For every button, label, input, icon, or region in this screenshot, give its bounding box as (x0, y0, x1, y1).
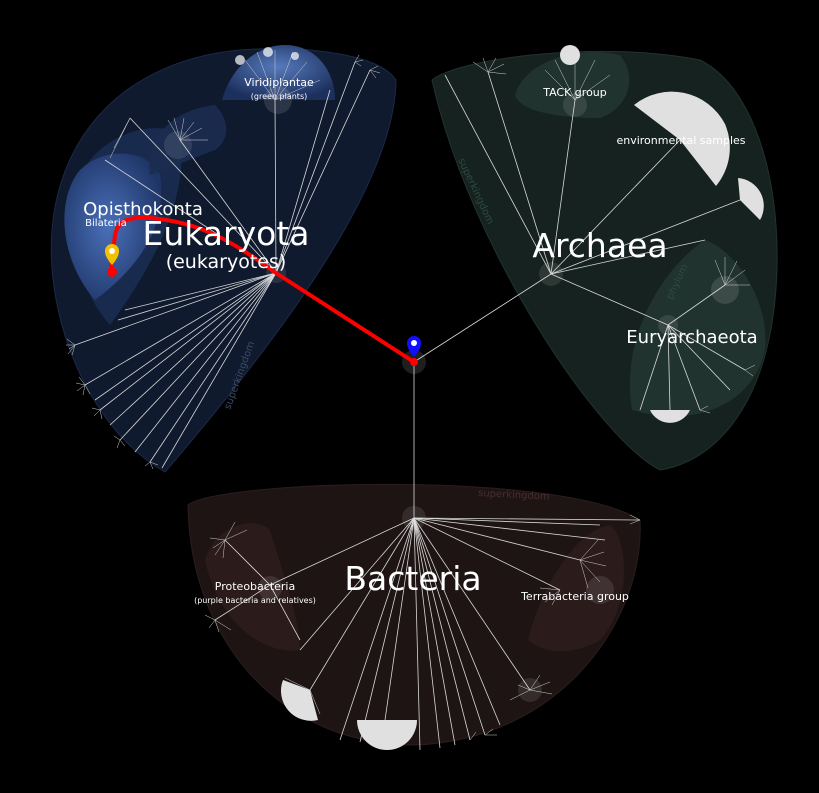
selected-location-pin-icon[interactable] (105, 244, 119, 265)
viri-cluster-b (263, 47, 273, 57)
terrabacteria-node[interactable] (586, 576, 614, 604)
bacteria-cluster-node[interactable] (518, 678, 542, 702)
archaea-node[interactable] (539, 262, 563, 286)
tack-node[interactable] (563, 93, 587, 117)
eukaryota-branches (74, 61, 415, 469)
label-viridiplantae[interactable]: Viridiplantae (244, 76, 314, 89)
bacteria-leaf-fans (204, 514, 641, 741)
label-opisthokonta[interactable]: Opisthokonta (83, 199, 203, 220)
archaea-clade[interactable]: superkingdom phylum (413, 45, 778, 471)
environmental-samples-wedge[interactable] (634, 91, 730, 186)
label-euryarchaeota[interactable]: Euryarchaeota (626, 327, 757, 348)
bacteria-left-wedge[interactable] (280, 680, 318, 721)
eury-node[interactable] (711, 276, 739, 304)
label-proteobacteria[interactable]: Proteobacteria (215, 580, 295, 593)
euk-sub-node[interactable] (164, 131, 192, 159)
viridiplantae-node[interactable] (264, 86, 292, 114)
archaea-small-wedge[interactable] (738, 178, 764, 220)
root-location-pin-icon[interactable] (407, 336, 421, 357)
viri-cluster-a (235, 55, 245, 65)
root-dot (410, 358, 418, 366)
label-eukaryota[interactable]: Eukaryota (143, 214, 310, 253)
eury-bottom-wedge[interactable] (650, 410, 690, 423)
label-archaea[interactable]: Archaea (532, 226, 667, 265)
label-bilateria[interactable]: Bilateria (85, 218, 127, 229)
eukaryota-leaf-fans (66, 50, 381, 470)
viridiplantae-region[interactable] (222, 45, 335, 100)
selected-taxon-dot[interactable] (107, 267, 117, 277)
opisthokonta-region[interactable] (64, 153, 162, 300)
tack-region[interactable] (515, 51, 630, 118)
rank-label-superkingdom-bact: superkingdom (478, 488, 550, 503)
label-bacteria[interactable]: Bacteria (344, 559, 481, 598)
proteobacteria-node[interactable] (258, 576, 282, 600)
viri-cluster-c (291, 52, 299, 60)
tack-top-node[interactable] (560, 45, 580, 65)
bacteria-bottom-wedge[interactable] (357, 720, 417, 750)
label-viridiplantae-common: (green plants) (251, 92, 307, 101)
proteobacteria-region[interactable] (205, 523, 300, 651)
euryarchaeota-node[interactable] (658, 315, 678, 335)
bacteria-node[interactable] (402, 506, 426, 530)
terrabacteria-region[interactable] (528, 525, 624, 652)
label-environmental-samples[interactable]: environmental samples (616, 134, 745, 147)
bacteria-clade[interactable]: superkingdom (187, 362, 641, 751)
archaea-leaf-fans (472, 55, 756, 414)
label-terrabacteria-group[interactable]: Terrabacteria group (520, 590, 629, 603)
eukaryota-clade[interactable]: superkingdom (50, 45, 415, 473)
label-proteobacteria-common: (purple bacteria and relatives) (194, 596, 316, 605)
euryarchaeota-region[interactable] (629, 240, 766, 417)
archaea-branches (413, 71, 746, 411)
bacteria-region[interactable] (187, 483, 641, 746)
label-eukaryota-common: (eukaryotes) (166, 251, 287, 273)
label-tack-group[interactable]: TACK group (542, 86, 607, 99)
bacteria-branches (214, 362, 641, 751)
